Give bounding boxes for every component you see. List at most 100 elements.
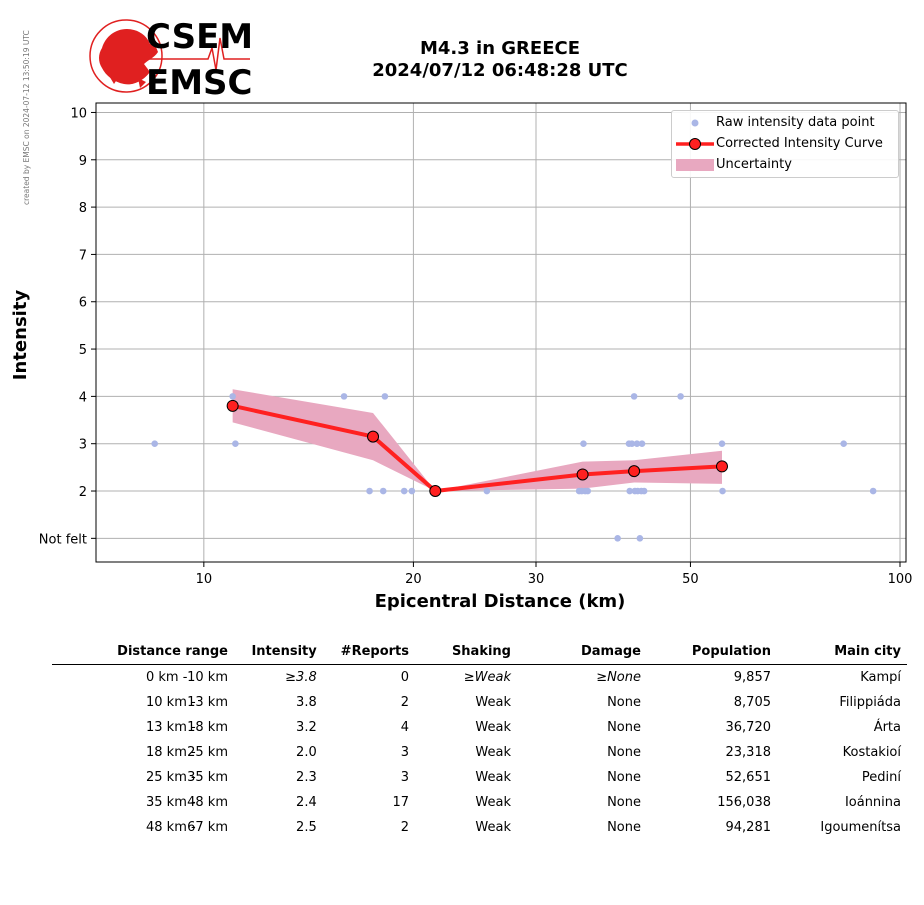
damage-cell: None <box>607 695 641 710</box>
raw-data-point <box>630 393 638 400</box>
curve-point <box>226 399 239 412</box>
population-cell: 23,318 <box>725 745 772 760</box>
damage-cell: ≥None <box>596 670 641 685</box>
curve-point <box>429 485 442 498</box>
raw-data-point <box>366 487 373 495</box>
x-axis-label: Epicentral Distance (km) <box>375 591 626 612</box>
range-to: 48 km <box>187 795 228 810</box>
damage-cell: None <box>607 770 641 785</box>
y-tick-label: 8 <box>79 201 87 216</box>
table-row: 25 km -35 km 2.3 3 Weak None 52,651 Pediní <box>52 765 907 790</box>
table-row: 0 km -10 km ≥3.8 0 ≥Weak ≥None 9,857 Kampí <box>52 665 907 691</box>
table-row: 10 km -13 km 3.8 2 Weak None 8,705 Filippiáda <box>52 690 907 715</box>
range-from: 25 km - <box>146 770 196 785</box>
y-tick-label: 2 <box>79 485 87 500</box>
range-from: 10 km - <box>146 695 196 710</box>
reports-cell: 2 <box>400 820 409 835</box>
title-datetime: 2024/07/12 06:48:28 UTC <box>372 60 628 81</box>
range-to: 18 km <box>187 720 228 735</box>
raw-data-point <box>636 535 644 542</box>
distance-range-cell: 13 km -18 km <box>52 715 234 740</box>
corrected-intensity-line <box>232 403 723 494</box>
distance-summary-table: Distance range Intensity #Reports Shakin… <box>52 640 907 840</box>
distance-range-cell: 48 km -67 km <box>52 815 234 840</box>
legend-item-raw: Raw intensity data point <box>672 113 898 133</box>
chart-legend: Raw intensity data point Corrected Inten… <box>671 110 899 178</box>
range-from: 48 km - <box>146 820 196 835</box>
raw-data-point <box>869 487 877 495</box>
logo-text-emsc: EMSC <box>146 63 253 98</box>
raw-data-point <box>340 393 348 400</box>
damage-cell: None <box>607 720 641 735</box>
shaking-cell: Weak <box>475 745 511 760</box>
header-reports: #Reports <box>322 640 415 665</box>
plot-frame <box>95 102 907 563</box>
raw-data-point <box>640 487 648 495</box>
x-tick-label: 50 <box>682 572 699 587</box>
raw-data-point <box>232 440 239 448</box>
population-cell: 52,651 <box>725 770 772 785</box>
x-tick-label: 30 <box>528 572 545 587</box>
main-city-cell: Pediní <box>861 770 901 785</box>
x-axis-ticks: 10 20 30 50 100 <box>196 562 913 587</box>
table-row: 18 km -25 km 2.0 3 Weak None 23,318 Kostakioí <box>52 740 907 765</box>
header-damage: Damage <box>517 640 647 665</box>
legend-item-curve: Corrected Intensity Curve <box>672 134 898 154</box>
shaking-cell: Weak <box>475 795 511 810</box>
range-to: 10 km <box>187 670 228 685</box>
distance-range-cell: 10 km -13 km <box>52 690 234 715</box>
range-from: 35 km - <box>146 795 196 810</box>
reports-cell: 0 <box>400 670 409 685</box>
curve-point <box>715 460 728 473</box>
reports-cell: 4 <box>400 720 409 735</box>
raw-data-point <box>677 393 684 400</box>
raw-points-layer <box>151 393 877 542</box>
distance-range-cell: 18 km -25 km <box>52 740 234 765</box>
main-city-cell: Kostakioí <box>842 745 901 760</box>
damage-cell: None <box>607 795 641 810</box>
population-cell: 36,720 <box>725 720 772 735</box>
distance-range-cell: 35 km -48 km <box>52 790 234 815</box>
curve-point <box>367 430 380 443</box>
legend-raw-marker <box>691 119 699 127</box>
raw-data-point <box>628 440 636 448</box>
main-city-cell: Igoumenítsa <box>820 820 901 835</box>
main-city-cell: Árta <box>873 720 901 735</box>
y-tick-label: 5 <box>79 343 87 358</box>
y-tick-label: Not felt <box>39 532 87 547</box>
intensity-cell: 3.2 <box>296 720 317 735</box>
uncertainty-band-layer <box>232 389 722 492</box>
intensity-cell: 2.0 <box>296 745 317 760</box>
intensity-cell: 2.4 <box>296 795 317 810</box>
x-tick-label: 20 <box>405 572 422 587</box>
logo-text-csem: CSEM <box>146 18 253 57</box>
range-to: 25 km <box>187 745 228 760</box>
y-tick-label: 10 <box>70 106 87 121</box>
y-tick-label: 3 <box>79 438 87 453</box>
shaking-cell: Weak <box>475 820 511 835</box>
raw-data-point <box>379 487 387 495</box>
curve-point <box>576 468 589 481</box>
legend-band-marker <box>676 159 714 171</box>
uncertainty-band <box>232 389 722 492</box>
damage-cell: None <box>607 745 641 760</box>
legend-item-band: Uncertainty <box>672 155 898 175</box>
distance-range-cell: 0 km -10 km <box>52 665 234 691</box>
x-tick-label: 100 <box>888 572 913 587</box>
x-tick-label: 10 <box>196 572 213 587</box>
raw-data-point <box>840 440 847 448</box>
range-to: 13 km <box>187 695 228 710</box>
table-row: 35 km -48 km 2.4 17 Weak None 156,038 Ioánnina <box>52 790 907 815</box>
raw-data-point <box>638 440 646 448</box>
raw-data-point <box>151 440 159 448</box>
main-city-cell: Filippiáda <box>839 695 901 710</box>
population-cell: 8,705 <box>733 695 771 710</box>
legend-curve-marker <box>676 138 714 150</box>
raw-data-point <box>626 487 634 495</box>
curve-layer <box>226 399 728 498</box>
y-axis-ticks: Not felt 2 3 4 5 6 7 8 9 10 <box>39 106 96 547</box>
raw-data-point <box>614 535 621 542</box>
range-from: 13 km - <box>146 720 196 735</box>
shaking-cell: Weak <box>475 770 511 785</box>
raw-data-point <box>584 487 592 495</box>
